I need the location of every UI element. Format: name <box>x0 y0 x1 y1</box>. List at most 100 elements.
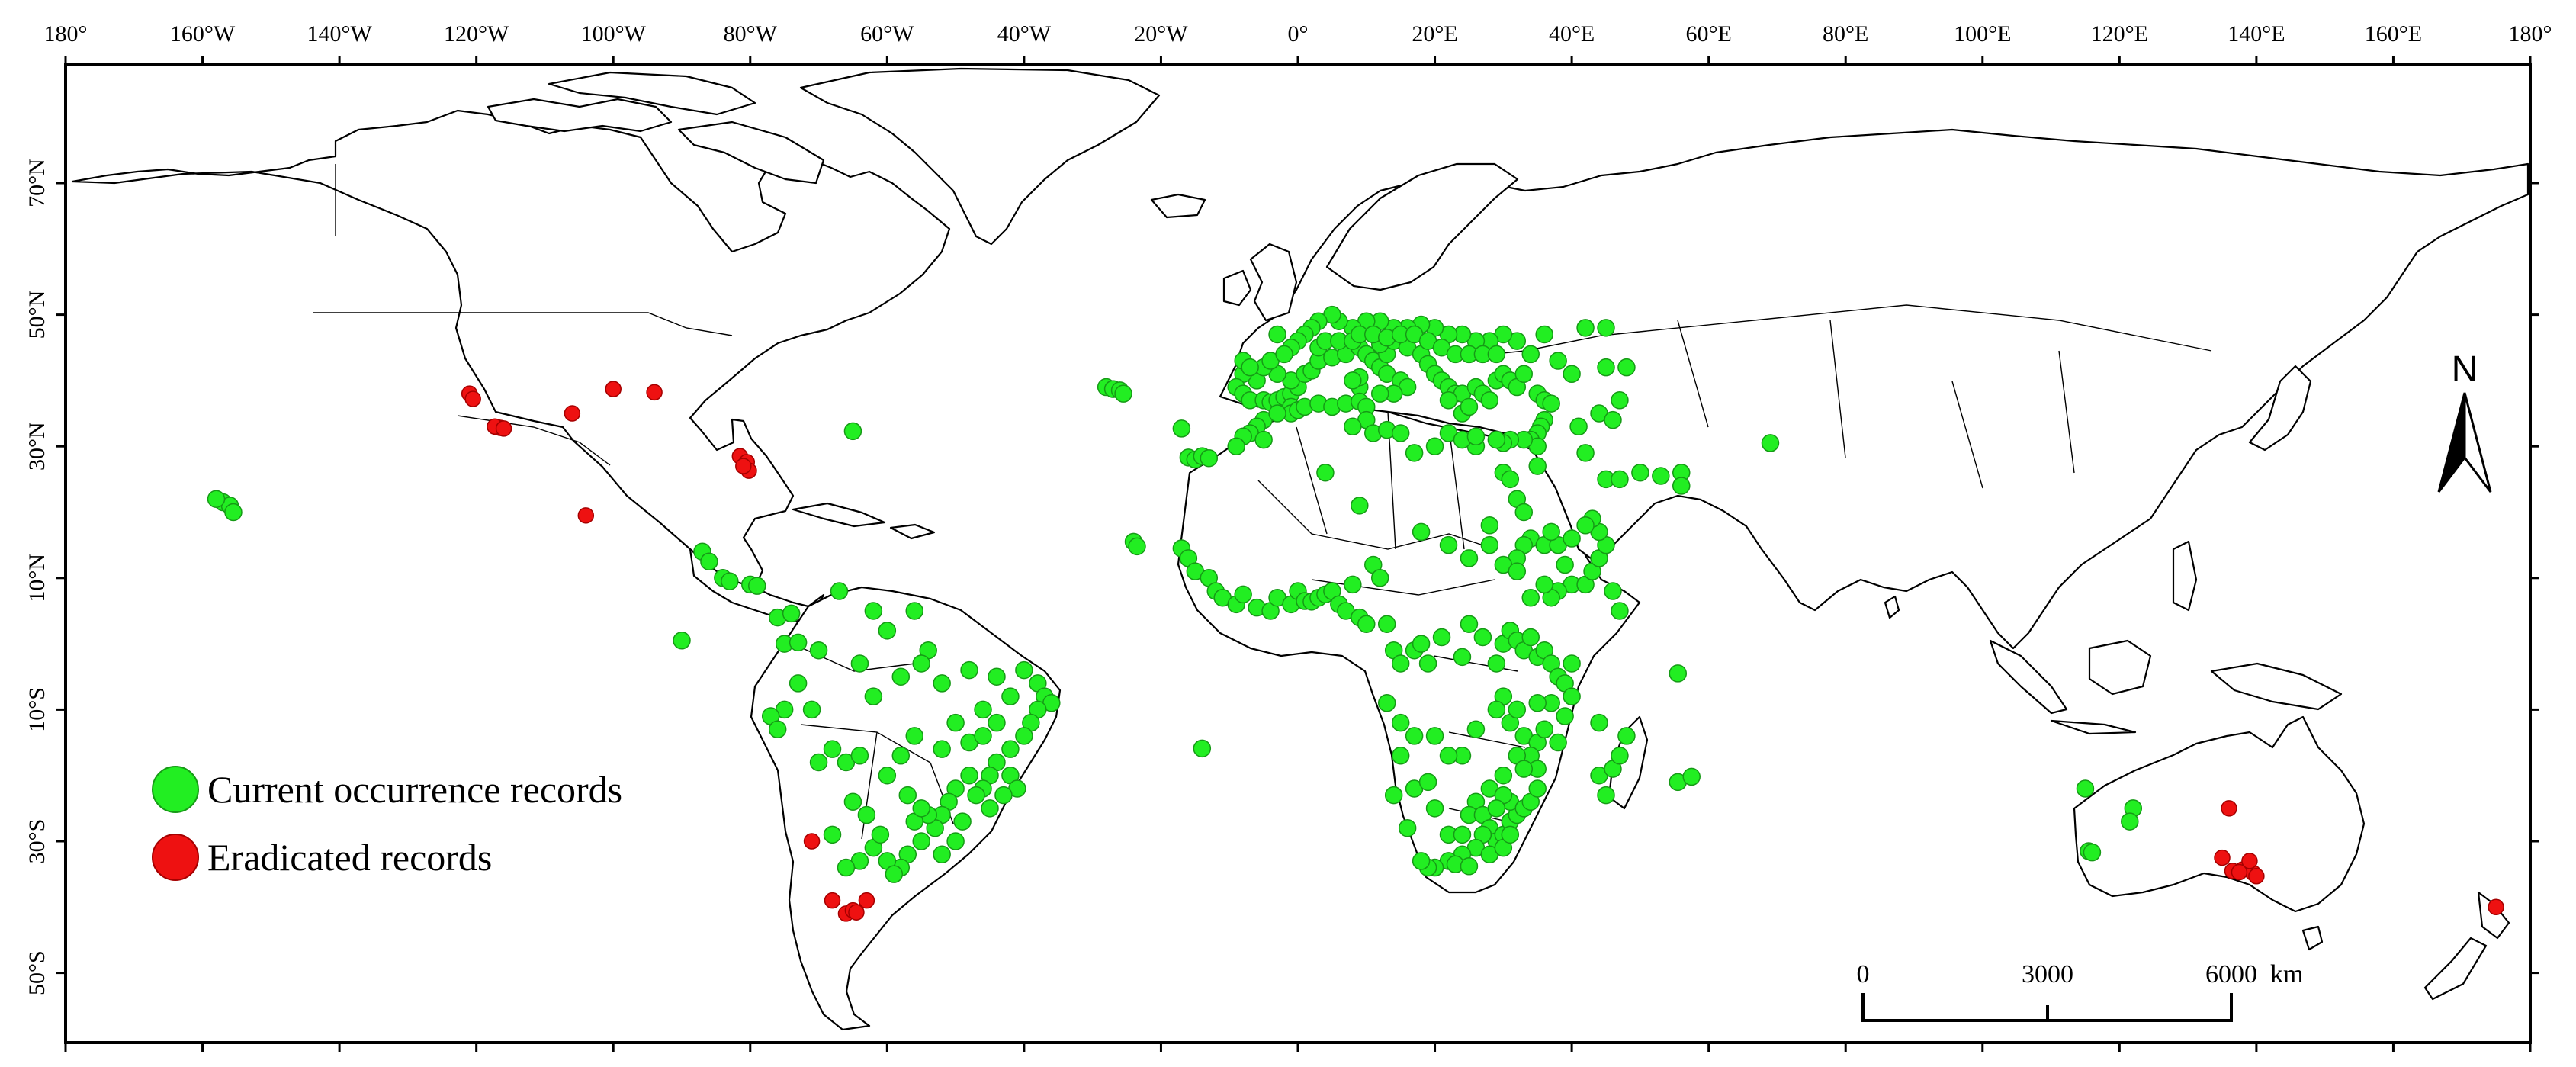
current-occurrence-point <box>1631 463 1649 482</box>
current-occurrence-point <box>1617 727 1636 745</box>
current-occurrence-point <box>1460 615 1479 633</box>
lon-tick-label: 160°E <box>2365 21 2422 47</box>
legend-current-swatch <box>152 766 199 813</box>
eradicated-point <box>2488 898 2504 916</box>
current-occurrence-point <box>1611 602 1629 620</box>
philippines-outline <box>2172 540 2198 612</box>
current-occurrence-point <box>1015 660 1033 680</box>
eradicated-point <box>2221 800 2237 817</box>
new-zealand-south-outline <box>2423 937 2488 1001</box>
scale-bar-unit: km <box>2270 960 2303 988</box>
eradicated-point <box>495 420 512 437</box>
current-occurrence-point <box>988 667 1006 686</box>
current-occurrence-point <box>1357 615 1376 633</box>
us-canada-border <box>313 312 733 336</box>
lon-tick-label: 120°W <box>444 21 509 47</box>
lon-tick-label: 80°W <box>724 21 778 47</box>
eradicated-point <box>2231 863 2248 881</box>
current-occurrence-point <box>2083 843 2102 862</box>
current-occurrence-point <box>1576 516 1595 535</box>
south-america-borders <box>785 640 954 840</box>
current-occurrence-point <box>898 786 917 805</box>
current-occurrence-point <box>1563 687 1581 705</box>
current-occurrence-point <box>850 747 869 765</box>
iceland-outline <box>1150 193 1206 219</box>
current-occurrence-point <box>1542 394 1560 413</box>
current-occurrence-point <box>1514 760 1534 778</box>
lon-tick-label: 20°W <box>1134 21 1188 47</box>
current-occurrence-point <box>1405 727 1424 745</box>
current-occurrence-point <box>946 713 965 732</box>
current-occurrence-point <box>1391 654 1410 673</box>
current-occurrence-point <box>1597 319 1615 337</box>
current-occurrence-point <box>830 582 849 600</box>
current-occurrence-point <box>953 812 972 831</box>
eradicated-point <box>646 384 663 401</box>
lon-tick-label: 40°E <box>1549 21 1595 47</box>
eradicated-point <box>824 892 841 909</box>
current-occurrence-points <box>207 305 2143 883</box>
eurasia-borders <box>1448 304 2212 489</box>
current-occurrence-point <box>1535 325 1553 344</box>
current-occurrence-point <box>1370 384 1389 403</box>
south-america-outline <box>750 586 1062 1031</box>
current-occurrence-point <box>864 602 883 620</box>
cuba-outline <box>792 502 886 528</box>
current-occurrence-point <box>1576 319 1595 337</box>
current-occurrence-point <box>1439 535 1458 554</box>
current-occurrence-point <box>1275 345 1293 364</box>
current-occurrence-point <box>1412 522 1431 542</box>
current-occurrence-point <box>1611 470 1629 489</box>
land-outlines <box>71 67 2529 1031</box>
current-occurrence-point <box>1563 365 1581 384</box>
current-occurrence-point <box>1412 635 1431 653</box>
sri-lanka-outline <box>1884 595 1900 619</box>
current-occurrence-point <box>1432 628 1451 647</box>
current-occurrence-point <box>789 674 808 693</box>
current-occurrence-point <box>1480 535 1499 554</box>
new-guinea-outline <box>2210 662 2343 711</box>
current-occurrence-point <box>885 865 904 883</box>
current-occurrence-point <box>1597 358 1615 377</box>
current-occurrence-point <box>1480 391 1499 410</box>
current-occurrence-point <box>1508 700 1527 719</box>
current-occurrence-point <box>1672 477 1691 495</box>
current-occurrence-point <box>1487 700 1506 719</box>
current-occurrence-point <box>1418 654 1437 673</box>
current-occurrence-point <box>789 633 808 652</box>
current-occurrence-point <box>1268 325 1286 344</box>
lat-tick-label: 70°N <box>24 159 50 207</box>
lat-tick-label: 50°S <box>24 950 50 995</box>
current-occurrence-point <box>843 422 862 441</box>
lon-tick-label: 160°W <box>170 21 236 47</box>
great-britain-outline <box>1249 243 1298 322</box>
current-occurrence-point <box>1241 358 1259 377</box>
current-occurrence-point <box>1453 825 1472 844</box>
ireland-outline <box>1222 269 1252 307</box>
current-occurrence-point <box>1501 470 1520 489</box>
current-occurrence-point <box>1487 799 1506 818</box>
current-occurrence-point <box>1652 467 1670 485</box>
current-occurrence-point <box>1015 727 1033 745</box>
lon-tick-label: 180° <box>2509 21 2552 47</box>
lat-tick-label: 30°S <box>24 819 50 864</box>
current-occurrence-point <box>946 832 965 850</box>
current-occurrence-point <box>721 572 739 590</box>
current-occurrence-point <box>1501 825 1520 844</box>
current-occurrence-point <box>224 503 243 522</box>
current-occurrence-point <box>1521 628 1540 647</box>
current-occurrence-point <box>912 799 930 818</box>
current-occurrence-point <box>967 786 985 805</box>
current-occurrence-point <box>1480 516 1499 535</box>
lon-tick-label: 120°E <box>2091 21 2148 47</box>
current-occurrence-point <box>207 490 226 508</box>
current-occurrence-point <box>1521 588 1540 607</box>
current-occurrence-point <box>1528 779 1547 798</box>
current-occurrence-point <box>878 766 897 785</box>
current-occurrence-point <box>1398 818 1417 837</box>
current-occurrence-point <box>1418 773 1437 792</box>
current-occurrence-point <box>1682 767 1701 786</box>
current-occurrence-point <box>1611 747 1629 765</box>
current-occurrence-point <box>1563 654 1581 673</box>
current-occurrence-point <box>1604 582 1622 600</box>
